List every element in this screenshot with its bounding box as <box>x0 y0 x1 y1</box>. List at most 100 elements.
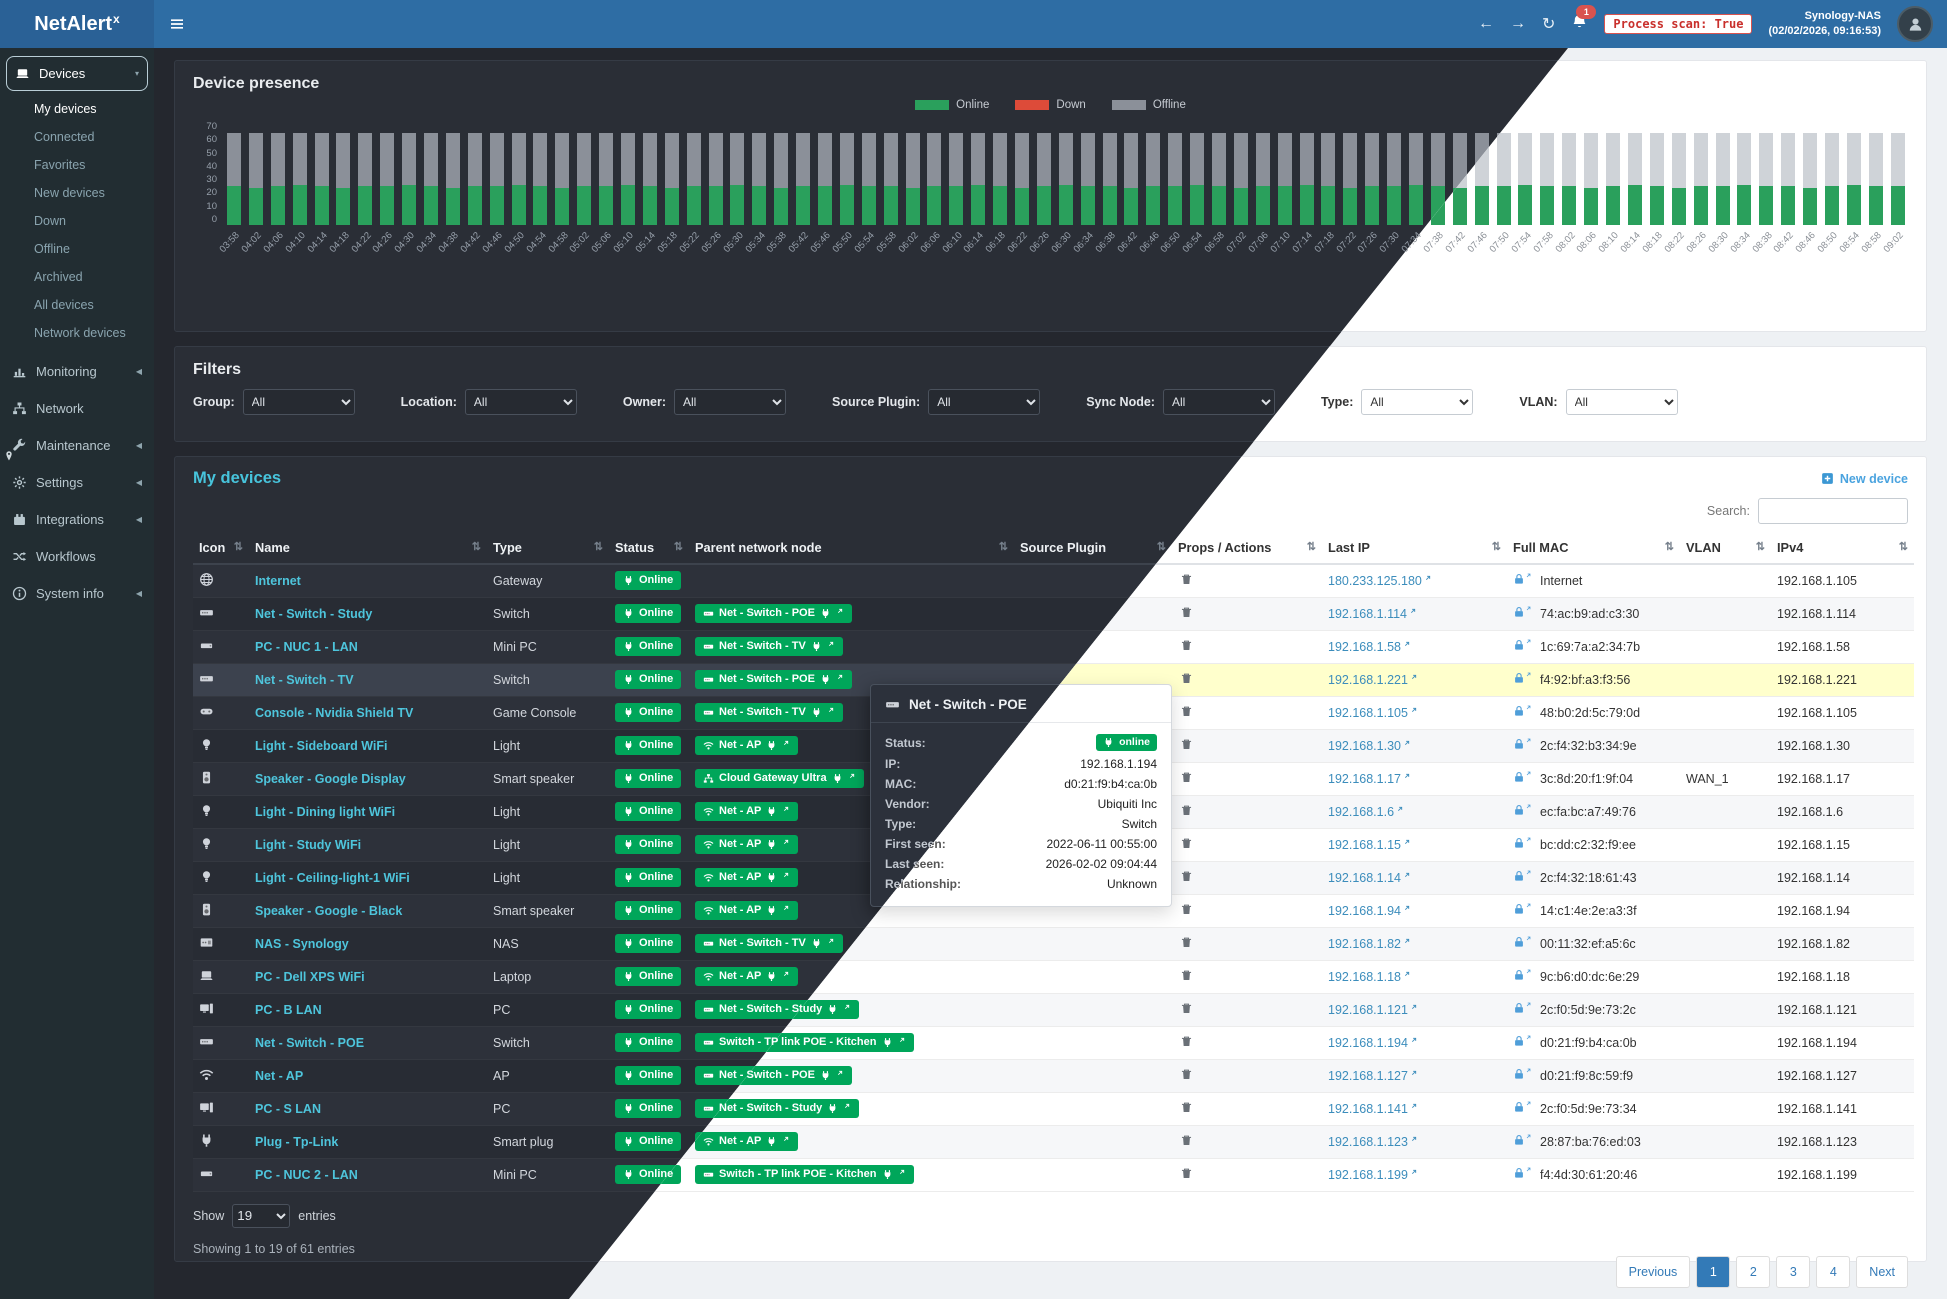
lock-button[interactable] <box>1513 705 1532 717</box>
last-ip-link[interactable]: 192.168.1.127 <box>1328 1069 1418 1083</box>
pagination-4[interactable]: 4 <box>1816 1255 1851 1288</box>
delete-device-button[interactable] <box>1178 835 1195 855</box>
delete-device-button[interactable] <box>1178 802 1195 822</box>
device-name-link[interactable]: PC - NUC 1 - LAN <box>255 639 358 654</box>
last-ip-link[interactable]: 192.168.1.18 <box>1328 970 1411 984</box>
parent-node-button[interactable]: Net - AP <box>695 835 799 854</box>
last-ip-link[interactable]: 192.168.1.6 <box>1328 805 1404 819</box>
lock-button[interactable] <box>1513 870 1532 882</box>
sidebar-item-favorites[interactable]: Favorites <box>34 158 86 172</box>
last-ip-link[interactable]: 192.168.1.58 <box>1328 640 1411 654</box>
app-logo[interactable]: NetAlert x <box>0 0 154 48</box>
last-ip-link[interactable]: 192.168.1.30 <box>1328 739 1411 753</box>
device-name-link[interactable]: Net - Switch - TV <box>255 672 354 687</box>
last-ip-link[interactable]: 192.168.1.141 <box>1328 1102 1418 1116</box>
sidebar-item-network[interactable]: Network <box>0 390 154 427</box>
forward-icon[interactable]: → <box>1510 15 1527 32</box>
delete-device-button[interactable] <box>1178 769 1195 789</box>
delete-device-button[interactable] <box>1178 934 1195 954</box>
sidebar-item-all-devices[interactable]: All devices <box>34 298 94 312</box>
last-ip-link[interactable]: 192.168.1.194 <box>1328 1036 1418 1050</box>
sidebar-item-workflows[interactable]: Workflows <box>0 538 154 575</box>
back-icon[interactable]: ← <box>1478 15 1495 32</box>
device-name-link[interactable]: Console - Nvidia Shield TV <box>255 705 414 720</box>
column-header-status[interactable]: Status ⇅ <box>609 532 689 565</box>
lock-button[interactable] <box>1513 672 1532 684</box>
delete-device-button[interactable] <box>1178 637 1195 657</box>
parent-node-button[interactable]: Net - Switch - POE <box>695 1066 852 1085</box>
parent-node-button[interactable]: Net - Switch - POE <box>695 604 852 623</box>
parent-node-button[interactable]: Cloud Gateway Ultra <box>695 769 864 788</box>
device-name-link[interactable]: Plug - Tp-Link <box>255 1134 339 1149</box>
last-ip-link[interactable]: 192.168.1.17 <box>1328 772 1411 786</box>
sidebar-item-down[interactable]: Down <box>34 214 66 228</box>
sidebar-item-maintenance[interactable]: Maintenance ◀ <box>0 427 154 464</box>
sidebar-item-my-devices[interactable]: My devices <box>34 102 97 116</box>
lock-button[interactable] <box>1513 1068 1532 1080</box>
lock-button[interactable] <box>1513 969 1532 981</box>
device-name-link[interactable]: PC - Dell XPS WiFi <box>255 969 365 984</box>
search-input[interactable] <box>1758 498 1908 524</box>
device-name-link[interactable]: Light - Sideboard WiFi <box>255 738 388 753</box>
filter-select-location[interactable]: All <box>464 389 577 415</box>
filter-select-type[interactable]: All <box>1361 389 1474 415</box>
device-name-link[interactable]: Net - Switch - POE <box>255 1035 365 1050</box>
sidebar-item-integrations[interactable]: Integrations ◀ <box>0 501 154 538</box>
sidebar-item-new-devices[interactable]: New devices <box>34 186 105 200</box>
delete-device-button[interactable] <box>1178 901 1195 921</box>
sidebar-item-devices[interactable]: Devices ▾ <box>6 56 148 91</box>
device-name-link[interactable]: Speaker - Google - Black <box>255 903 403 918</box>
delete-device-button[interactable] <box>1178 703 1195 723</box>
sidebar-item-monitoring[interactable]: Monitoring ◀ <box>0 353 154 390</box>
parent-node-button[interactable]: Net - Switch - Study <box>695 1099 860 1118</box>
lock-button[interactable] <box>1513 1002 1532 1014</box>
delete-device-button[interactable] <box>1178 967 1195 987</box>
parent-node-button[interactable]: Net - AP <box>695 736 799 755</box>
filter-select-group[interactable]: All <box>242 389 355 415</box>
column-header-icon[interactable]: Icon ⇅ <box>193 532 249 565</box>
device-name-link[interactable]: Net - Switch - Study <box>255 606 373 621</box>
parent-node-button[interactable]: Net - AP <box>695 967 799 986</box>
filter-select-owner[interactable]: All <box>673 389 786 415</box>
delete-device-button[interactable] <box>1178 1033 1195 1053</box>
device-name-link[interactable]: PC - B LAN <box>255 1002 322 1017</box>
delete-device-button[interactable] <box>1178 571 1195 591</box>
new-device-button[interactable]: New device <box>1821 472 1908 486</box>
parent-node-button[interactable]: Switch - TP link POE - Kitchen <box>695 1033 914 1052</box>
lock-button[interactable] <box>1513 606 1532 618</box>
delete-device-button[interactable] <box>1178 1165 1195 1185</box>
delete-device-button[interactable] <box>1178 670 1195 690</box>
delete-device-button[interactable] <box>1178 1132 1195 1152</box>
device-name-link[interactable]: PC - S LAN <box>255 1101 321 1116</box>
delete-device-button[interactable] <box>1178 1066 1195 1086</box>
lock-button[interactable] <box>1513 1035 1532 1047</box>
lock-button[interactable] <box>1513 837 1532 849</box>
device-name-link[interactable]: Light - Study WiFi <box>255 837 362 852</box>
delete-device-button[interactable] <box>1178 868 1195 888</box>
column-header-last-ip[interactable]: Last IP ⇅ <box>1322 532 1507 565</box>
lock-button[interactable] <box>1513 903 1532 915</box>
last-ip-link[interactable]: 192.168.1.14 <box>1328 871 1411 885</box>
delete-device-button[interactable] <box>1178 736 1195 756</box>
notifications-button[interactable]: 1 <box>1571 5 1597 35</box>
parent-node-button[interactable]: Net - AP <box>695 1132 799 1151</box>
sidebar-item-archived[interactable]: Archived <box>34 270 83 284</box>
pin-icon[interactable] <box>3 450 15 462</box>
lock-button[interactable] <box>1513 1167 1532 1179</box>
pagination-previous[interactable]: Previous <box>1615 1255 1691 1288</box>
column-header-full-mac[interactable]: Full MAC ⇅ <box>1507 532 1680 565</box>
pagination-3[interactable]: 3 <box>1776 1255 1811 1288</box>
pagination-next[interactable]: Next <box>1856 1255 1908 1288</box>
last-ip-link[interactable]: 192.168.1.82 <box>1328 937 1411 951</box>
device-name-link[interactable]: NAS - Synology <box>255 936 349 951</box>
device-name-link[interactable]: Internet <box>255 573 301 588</box>
parent-node-button[interactable]: Net - AP <box>695 868 799 887</box>
lock-button[interactable] <box>1513 771 1532 783</box>
last-ip-link[interactable]: 192.168.1.199 <box>1328 1168 1418 1182</box>
last-ip-link[interactable]: 192.168.1.221 <box>1328 673 1418 687</box>
parent-node-button[interactable]: Switch - TP link POE - Kitchen <box>695 1165 914 1184</box>
column-header-name[interactable]: Name ⇅ <box>249 532 487 565</box>
column-header-props-actions[interactable]: Props / Actions ⇅ <box>1172 532 1322 565</box>
lock-button[interactable] <box>1513 804 1532 816</box>
sidebar-item-network-devices[interactable]: Network devices <box>34 326 126 340</box>
